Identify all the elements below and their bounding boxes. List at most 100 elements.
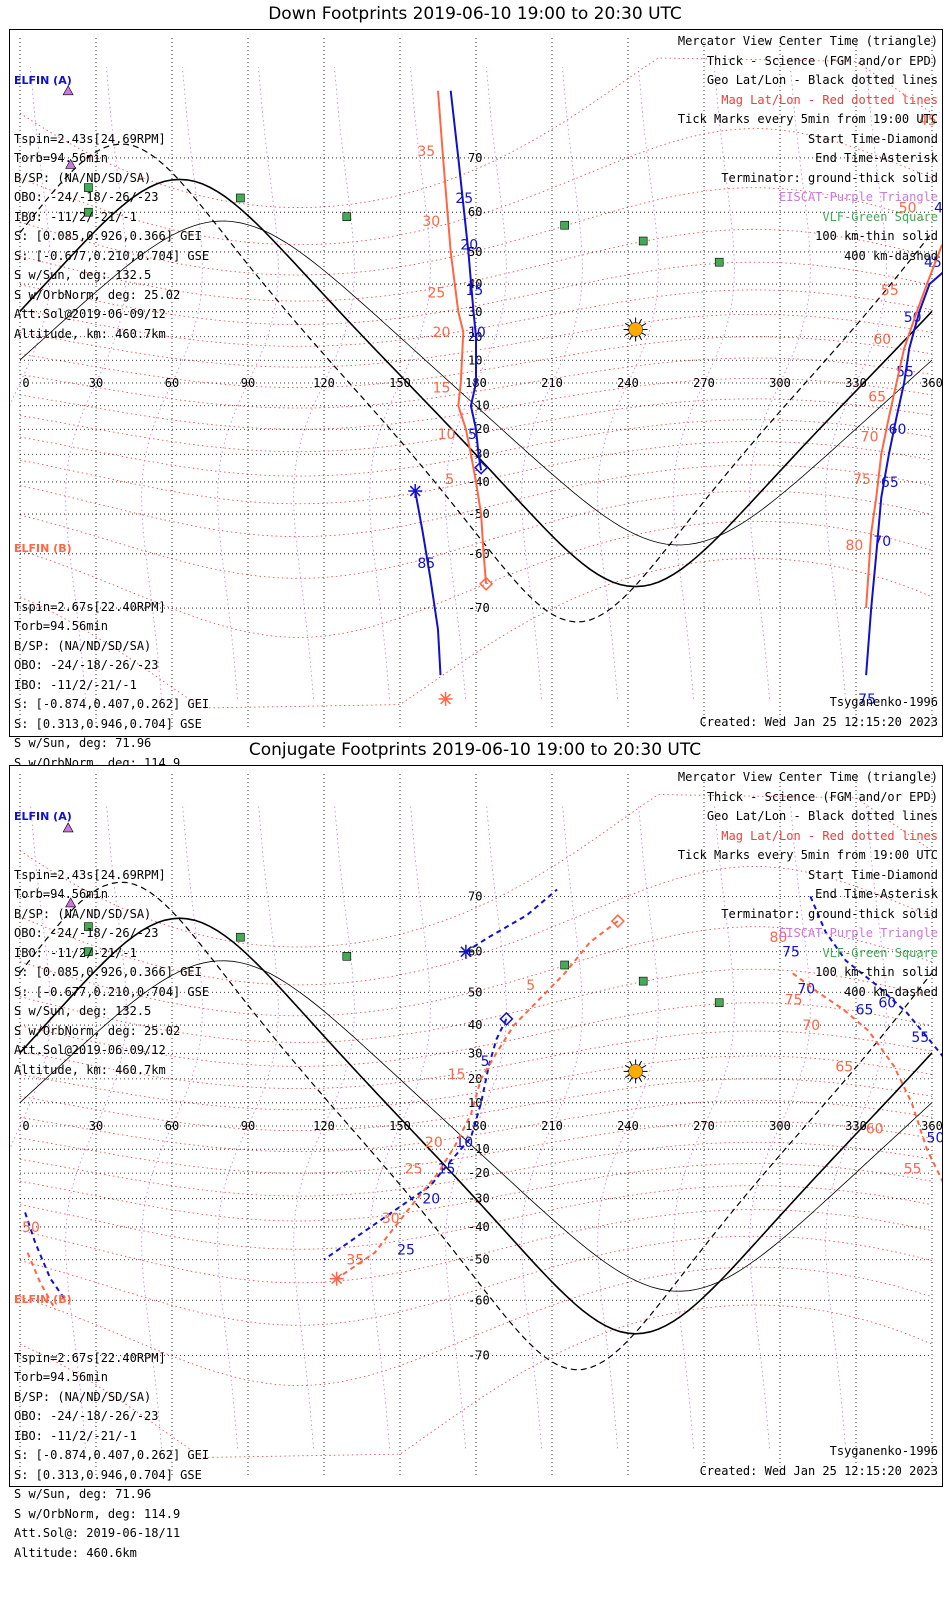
track-time-label: 10: [468, 325, 486, 341]
legend-entry: Mercator View Center Time (triangle): [677, 770, 938, 784]
orbit-track-a: [449, 90, 483, 471]
info-line: Att.Sol@2019-06-09/12: [14, 307, 166, 321]
conjugate-footprints-map: 0 30 60 90 120 150 180 210 240 270 300 330 360-70-60…: [10, 774, 942, 1478]
terminator-100km: [19, 220, 933, 546]
track-time-label: 80: [845, 538, 863, 554]
lat-tick-label: -50: [468, 507, 490, 521]
info-line: Att.Sol@2019-06-09/12: [14, 1043, 166, 1057]
sun-ray: [638, 318, 643, 324]
lat-tick-label: 20: [468, 1072, 482, 1086]
orbit-track-a: [323, 1018, 508, 1261]
track-time-label: 65: [868, 390, 886, 406]
vlf-station-marker: [84, 183, 93, 192]
terminator-ground: [19, 917, 933, 1335]
elfin-a-label: ELFIN (A): [14, 74, 72, 87]
start-time-diamond: [610, 914, 625, 929]
legend-entry: Geo Lat/Lon - Black dotted lines: [706, 809, 938, 823]
sun-ray: [638, 1060, 643, 1066]
info-line: Tspin=2.43s[24.69RPM]: [14, 131, 166, 146]
info-line: S: [-0.677,0.210,0.704] GSE: [14, 248, 210, 263]
sun-disc: [628, 322, 643, 337]
lat-tick-label: 40: [468, 1018, 482, 1032]
elfin-b-lines: Tspin=2.67s[22.40RPM] Torb=94.56min B/SP: …: [14, 1349, 209, 1564]
info-line: Tspin=2.43s[24.69RPM]: [14, 867, 166, 882]
elfin-a-label: ELFIN (A): [14, 810, 72, 823]
end-time-asterisk: [438, 691, 453, 706]
eiscat-station-marker: [62, 85, 74, 96]
info-line: OBO: -24/-18/-26/-23: [14, 658, 159, 672]
elfin-a-info: ELFIN (A) Tspin=2.43s[24.69RPM] Torb=94.5…: [14, 768, 209, 1119]
legend-entry: Thick - Science (FGM and/or EPD): [706, 53, 938, 68]
orbit-track-a: [809, 896, 942, 1057]
lat-tick-label: -40: [468, 475, 490, 489]
info-line: B/SP: (NA/ND/SD/SA): [14, 638, 152, 653]
track-time-label: 80: [769, 930, 787, 946]
track-time-label: 15: [465, 283, 483, 299]
sun-ray: [624, 1064, 630, 1069]
info-line: S: [-0.677,0.210,0.704] GSE: [14, 984, 210, 999]
vlf-station-marker: [638, 976, 648, 986]
lat-tick-label: 70: [468, 151, 482, 165]
info-line: Torb=94.56min: [14, 887, 108, 901]
track-time-label: 60: [866, 1121, 884, 1137]
info-line: S: [0.085,0.926,0.366] GEI: [14, 229, 202, 243]
lat-tick-label: -70: [468, 601, 490, 615]
track-time-label: 65: [835, 1059, 853, 1075]
track-time-label: 10: [438, 427, 456, 443]
track-time-label: 15: [433, 381, 451, 397]
end-time-asterisk: [458, 944, 473, 959]
track-time-label: 75: [782, 945, 800, 961]
track-time-label: 50: [899, 201, 917, 217]
mag-lat-line: [19, 557, 933, 709]
track-time-label: 35: [417, 144, 435, 160]
sun-ray: [638, 1077, 643, 1083]
sun-ray: [641, 1064, 647, 1069]
mag-lat-line: [19, 1141, 933, 1197]
legend-entry: 400 km-dashed: [844, 248, 938, 263]
sun-icon: [623, 317, 648, 342]
lon-tick-label: 360: [921, 376, 942, 390]
track-time-label: 50: [22, 1220, 40, 1236]
sun-ray: [641, 332, 647, 336]
lat-tick-label: -40: [468, 1220, 490, 1234]
asterisk-stroke: [331, 1273, 343, 1285]
track-time-label: 20: [433, 325, 451, 341]
elfin-a-info: ELFIN (A) Tspin=2.43s[24.69RPM] Torb=94.5…: [14, 32, 209, 383]
legend-entry: Tick Marks every 5min from 19:00 UTC: [677, 848, 938, 862]
lat-tick-label: -10: [468, 1142, 490, 1156]
track-time-label: 60: [889, 422, 907, 438]
legend-entry: Geo Lat/Lon - Black dotted lines: [706, 73, 938, 87]
sun-disc: [628, 1064, 643, 1079]
lat-tick-label: -70: [468, 1349, 490, 1363]
info-line: Altitude, km: 460.7km: [14, 326, 166, 341]
legend-entry: VLF-Green Square: [822, 945, 938, 960]
legend-entry: Start Time-Diamond: [807, 131, 938, 146]
lat-tick-label: -20: [468, 422, 490, 436]
orbit-track-a: [414, 490, 442, 676]
lat-tick-label: -10: [468, 399, 490, 413]
asterisk-stroke: [440, 693, 452, 705]
sun-ray: [638, 335, 643, 341]
track-time-label: 30: [422, 214, 440, 230]
vlf-station-marker: [714, 998, 724, 1008]
created-label: Created: Wed Jan 25 12:15:20 2023: [699, 715, 938, 729]
sun-ray: [641, 323, 647, 327]
lat-tick-label: 60: [468, 945, 482, 959]
track-time-label: 20: [425, 1135, 443, 1151]
lon-tick-label: 360: [921, 1119, 942, 1133]
track-time-label: 55: [904, 1161, 922, 1177]
info-line: Tspin=2.67s[22.40RPM]: [14, 599, 166, 614]
mag-lat-line: [19, 464, 933, 538]
sun-ray: [629, 335, 633, 341]
vlf-station-marker: [84, 947, 93, 957]
terminator-ground: [19, 178, 933, 588]
sun-ray: [624, 323, 630, 327]
sun-ray: [629, 1077, 633, 1083]
track-time-label: 65: [856, 1002, 874, 1018]
elfin-a-lines: Tspin=2.43s[24.69RPM] Torb=94.56min B/SP: …: [14, 866, 209, 1081]
track-time-label: 50: [927, 1131, 942, 1147]
info-line: Torb=94.56min: [14, 619, 108, 633]
terminator-400km: [19, 143, 933, 623]
legend-entry: End Time-Asterisk: [815, 151, 938, 165]
info-line: OBO: -24/-18/-26/-23: [14, 926, 159, 940]
